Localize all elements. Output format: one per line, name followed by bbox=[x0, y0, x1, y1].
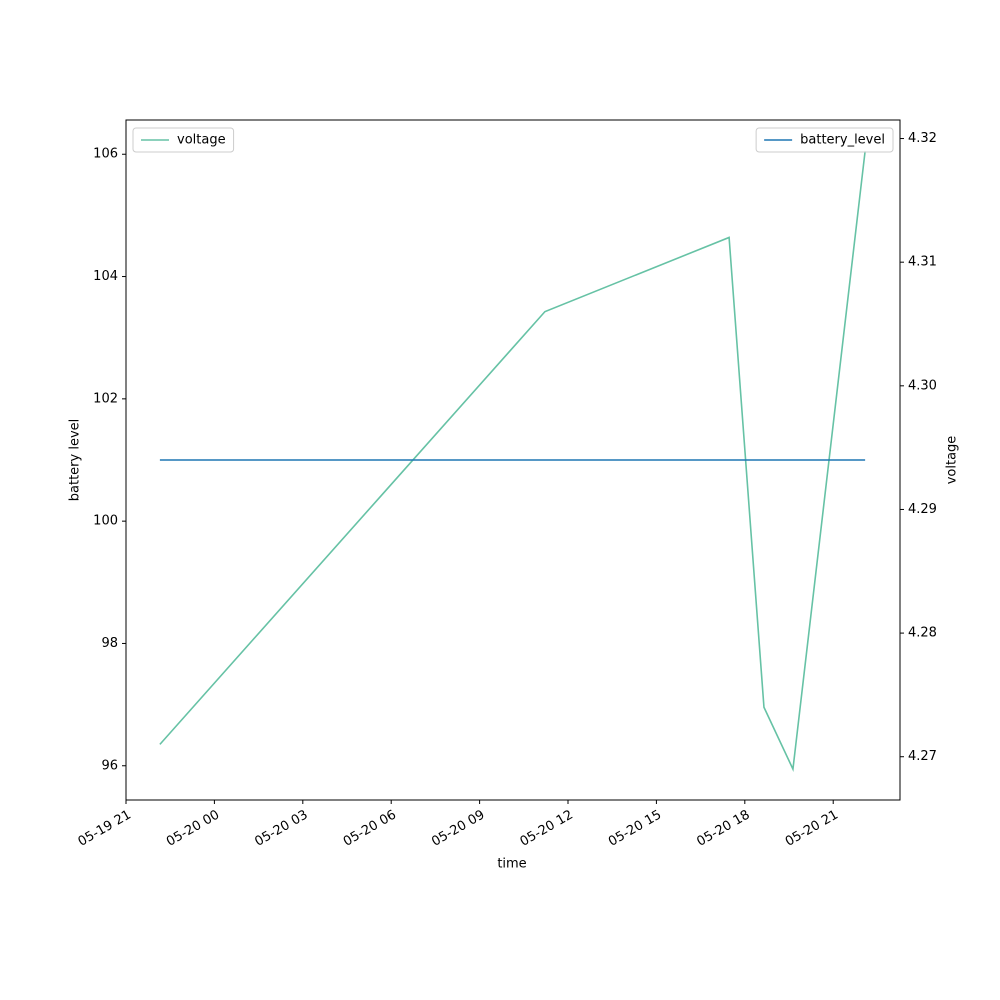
legend: voltage bbox=[132, 127, 235, 153]
y-tick-label: 106 bbox=[93, 147, 118, 162]
y-tick-label: 102 bbox=[93, 391, 118, 406]
legend-label: battery_level bbox=[800, 133, 885, 148]
legend-box bbox=[755, 127, 894, 153]
x-tick-label: 05-20 00 bbox=[164, 808, 222, 850]
x-tick-label: 05-20 03 bbox=[252, 808, 310, 850]
y2-tick-label: 4.29 bbox=[908, 502, 937, 517]
x-axis-label: time bbox=[497, 857, 526, 872]
y2-tick-label: 4.32 bbox=[908, 131, 937, 146]
y2-tick-label: 4.30 bbox=[908, 378, 937, 393]
data-line bbox=[159, 150, 866, 772]
x-tick-label: 05-20 21 bbox=[783, 808, 841, 850]
x-tick-label: 05-20 12 bbox=[518, 808, 576, 850]
x-tick-label: 05-19 21 bbox=[76, 808, 134, 850]
x-tick-label: 05-20 06 bbox=[341, 808, 399, 850]
y2-tick-label: 4.27 bbox=[908, 749, 937, 764]
x-tick-label: 05-20 18 bbox=[694, 808, 752, 850]
y-axis-label: battery level bbox=[68, 419, 83, 502]
y-tick-label: 100 bbox=[93, 514, 118, 529]
x-tick-label: 05-20 09 bbox=[429, 808, 487, 850]
y2-tick-label: 4.28 bbox=[908, 626, 937, 641]
x-tick-label: 05-20 15 bbox=[606, 808, 664, 850]
y-tick-label: 104 bbox=[93, 269, 118, 284]
legend-label: voltage bbox=[177, 133, 226, 148]
legend-box bbox=[132, 127, 235, 153]
y-tick-label: 96 bbox=[101, 758, 118, 773]
y-tick-label: 98 bbox=[101, 636, 118, 651]
plot-frame bbox=[125, 119, 901, 801]
y2-axis-label: voltage bbox=[945, 436, 960, 485]
y2-tick-label: 4.31 bbox=[908, 255, 937, 270]
legend: battery_level bbox=[755, 127, 894, 153]
